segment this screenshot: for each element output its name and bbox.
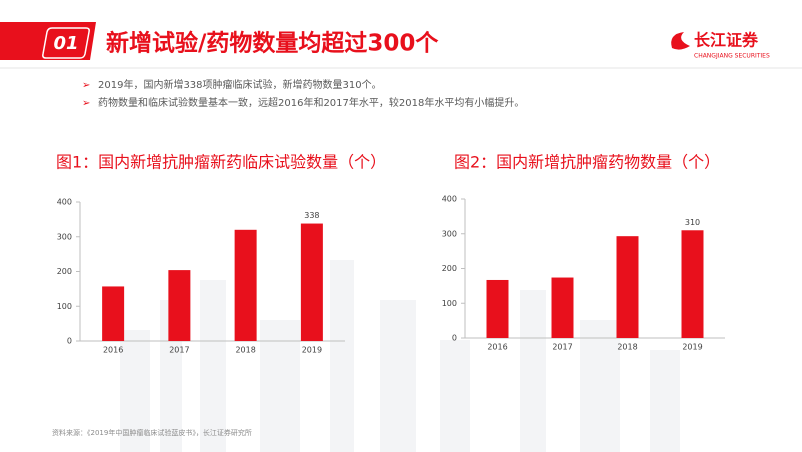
skyline — [120, 260, 680, 452]
bar — [168, 270, 191, 341]
bullet: 2019年，国内新增338项肿瘤临床试验，新增药物数量310个。 — [98, 78, 382, 91]
bar — [616, 236, 639, 338]
x-tick-label: 2019 — [302, 346, 322, 355]
bar — [551, 277, 574, 338]
bar — [681, 230, 704, 338]
y-tick-label: 100 — [442, 299, 457, 308]
bar — [234, 229, 257, 341]
header-number: 01 — [53, 33, 78, 54]
source: 资料来源：《2019年中国肿瘤临床试验蓝皮书》，长江证券研究所 — [52, 428, 252, 437]
y-tick-label: 400 — [442, 195, 457, 204]
y-tick-label: 0 — [452, 334, 457, 343]
y-tick-label: 300 — [57, 232, 72, 241]
x-tick-label: 2017 — [552, 343, 572, 352]
y-tick-label: 200 — [57, 267, 72, 276]
value-label: 310 — [685, 218, 700, 227]
x-tick-label: 2019 — [682, 343, 702, 352]
badge — [42, 27, 90, 59]
bullet-marker: ➢ — [82, 80, 90, 91]
chart-title: 图2：国内新增抗肿瘤药物数量（个） — [454, 153, 720, 172]
y-tick-label: 100 — [57, 302, 72, 311]
bar — [102, 286, 125, 341]
header-title: 新增试验/药物数量均超过300个 — [106, 30, 439, 57]
x-tick-label: 2017 — [169, 346, 189, 355]
y-tick-label: 300 — [442, 229, 457, 238]
x-tick-label: 2016 — [487, 343, 507, 352]
chart-title: 图1：国内新增抗肿瘤新药临床试验数量（个） — [56, 153, 386, 172]
bar — [300, 223, 323, 341]
x-tick-label: 2018 — [617, 343, 637, 352]
header-band — [0, 22, 96, 60]
logo-sub: CHANGJIANG SECURITIES — [694, 53, 770, 60]
y-tick-label: 200 — [442, 264, 457, 273]
bullet-marker: ➢ — [82, 98, 90, 109]
y-tick-label: 0 — [67, 337, 72, 346]
bullet: 药物数量和临床试验数量基本一致，远超2016年和2017年水平，较2018年水平… — [98, 96, 524, 109]
x-tick-label: 2018 — [235, 346, 255, 355]
logo-name: 长江证券 — [694, 31, 759, 50]
value-label: 338 — [304, 211, 319, 220]
logo-icon — [671, 32, 690, 50]
bar — [486, 279, 509, 338]
x-tick-label: 2016 — [103, 346, 123, 355]
y-tick-label: 400 — [57, 198, 72, 207]
